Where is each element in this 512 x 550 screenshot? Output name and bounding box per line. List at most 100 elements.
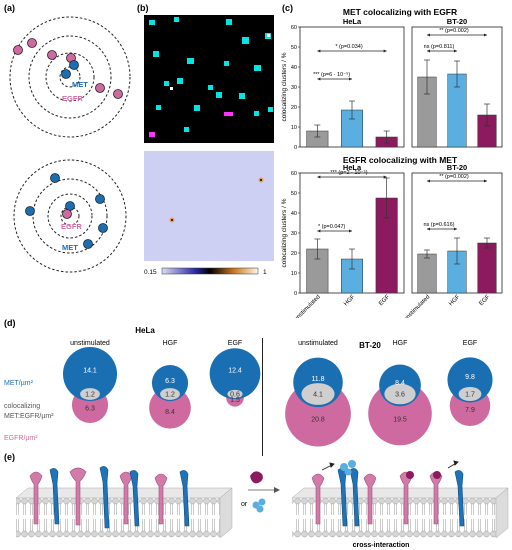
x-tick-label: EGF	[478, 294, 491, 307]
met-circle	[62, 347, 118, 402]
egfr-receptors-left	[29, 467, 168, 526]
colorbar	[161, 267, 259, 275]
chart-subtitle: HeLa	[343, 163, 362, 172]
egfr-label: EGFR	[61, 222, 82, 231]
bt20-title: BT-20	[359, 341, 381, 350]
significance-arrow	[317, 77, 321, 81]
panel-d-diagram: HeLa BT-20 MET/µm² colocalizing MET:EGFR…	[4, 326, 493, 447]
egfr-value: 20.8	[311, 417, 325, 424]
significance-label: ** (p=0.002)	[439, 174, 469, 180]
y-tick-label: 60	[291, 25, 297, 31]
significance-arrow	[317, 49, 321, 53]
egfr-receptors-right	[311, 471, 443, 525]
panel-label-c: (c)	[282, 3, 293, 13]
met-receptors-right	[337, 468, 465, 527]
venn-condition-label: HGF	[393, 340, 408, 347]
met-value: 12.4	[228, 367, 242, 374]
panel-label-b: (b)	[137, 3, 149, 13]
panel-label-d: (d)	[4, 318, 16, 328]
met-dot	[25, 206, 35, 216]
legend-coloc-line1: colocalizing	[4, 403, 40, 410]
membrane-right	[291, 487, 509, 539]
met-dot	[95, 194, 105, 204]
egfr-value: 1.5	[230, 397, 240, 404]
x-tick-label: EGF	[378, 294, 391, 307]
coloc-overlap	[80, 388, 100, 400]
coloc-value: 1.2	[85, 392, 95, 399]
panel-a-diagram: MET EGFR EGFR MET	[9, 16, 131, 273]
met-label: MET	[62, 243, 78, 252]
significance-arrow	[383, 175, 387, 179]
egfr-dot	[27, 38, 37, 48]
significance-arrow	[484, 33, 487, 37]
met-value: 11.8	[311, 376, 324, 383]
met-dot	[98, 223, 108, 233]
hela-title: HeLa	[135, 326, 155, 335]
bar	[477, 242, 497, 294]
colorbar-max: 1	[263, 269, 267, 276]
y-tick-label: 10	[291, 271, 297, 277]
significance-arrow	[427, 179, 430, 183]
legend-coloc-line2: MET:EGFR/µm²	[4, 413, 54, 420]
chart-top-title: MET colocalizing with EGFR	[343, 7, 457, 17]
significance-arrow	[427, 49, 430, 53]
met-value: 9.8	[465, 374, 475, 381]
x-tick-label: unstimulated	[293, 294, 321, 318]
significance-arrow	[427, 227, 430, 231]
significance-label: * (p=0.034)	[335, 44, 363, 50]
y-tick-label: 30	[291, 85, 297, 91]
egfr-dot	[62, 209, 72, 219]
panel-c-charts: MET colocalizing with EGFR EGFR colocali…	[281, 7, 503, 318]
met-dot	[61, 69, 71, 79]
coloc-overlap	[227, 389, 243, 399]
egfr-value: 6.3	[85, 406, 95, 413]
met-dot	[83, 239, 93, 249]
egf-ligand-icon	[250, 471, 263, 484]
met-receptors-left	[49, 466, 190, 529]
met-circle	[209, 348, 261, 400]
y-tick-label: 20	[291, 105, 297, 111]
legend-met: MET/µm²	[4, 380, 34, 387]
y-tick-label: 0	[294, 291, 297, 297]
panel-a-top	[9, 16, 131, 138]
significance-label: *** (p=2 · 10⁻⁵)	[330, 169, 367, 176]
coloc-value: 3.6	[395, 392, 405, 399]
significance-label: ns (p=0.616)	[423, 222, 454, 228]
chart-subtitle: HeLa	[343, 17, 362, 26]
coloc-overlap	[301, 383, 335, 405]
met-value: 14.1	[83, 368, 97, 375]
x-tick-label: unstimulated	[403, 294, 431, 318]
significance-label: * (p=0.047)	[318, 224, 346, 230]
panel-b-images: 0.15 1	[144, 15, 274, 276]
coloc-overlap	[384, 383, 416, 405]
legend-egfr: EGFR/µm²	[4, 435, 38, 442]
significance-arrow	[317, 229, 321, 233]
egfr-value: 19.5	[393, 416, 407, 423]
correlation-image	[144, 151, 274, 261]
venn-condition-label: HGF	[163, 340, 178, 347]
egfr-dot	[13, 45, 23, 55]
met-dot	[69, 60, 79, 70]
coloc-value: 1.2	[165, 392, 175, 399]
significance-arrow	[317, 175, 321, 179]
met-label: MET	[72, 80, 88, 89]
y-tick-label: 0	[294, 145, 297, 151]
colorbar-min: 0.15	[144, 269, 157, 276]
y-tick-label: 20	[291, 251, 297, 257]
panel-label-e: (e)	[4, 452, 15, 462]
coloc-value: 1.7	[465, 392, 475, 399]
egfr-value: 8.4	[165, 409, 175, 416]
significance-arrow	[427, 33, 430, 37]
coloc-overlap	[458, 386, 482, 402]
y-tick-label: 50	[291, 191, 297, 197]
x-tick-label: HGF	[448, 294, 461, 307]
bar	[417, 253, 437, 294]
venn-condition-label: unstimulated	[298, 340, 338, 347]
met-dot	[50, 173, 60, 183]
significance-arrow	[383, 49, 387, 53]
fluorescence-image	[144, 15, 274, 143]
y-tick-label: 60	[291, 171, 297, 177]
y-tick-label: 40	[291, 65, 297, 71]
significance-arrow	[454, 227, 457, 231]
venn-condition-label: unstimulated	[70, 340, 110, 347]
